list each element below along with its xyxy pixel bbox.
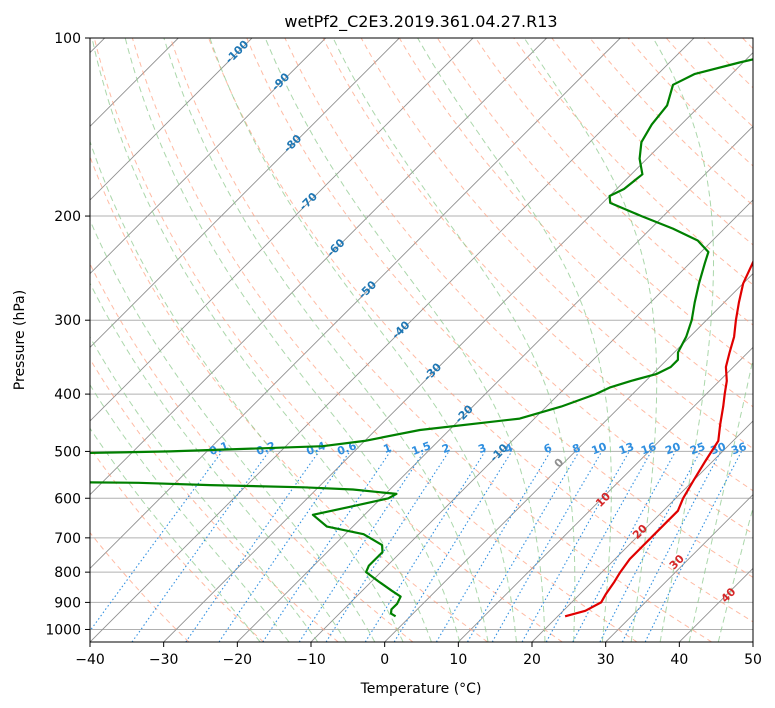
moist-adiabat [523, 38, 658, 642]
mixing-ratio-label: 3 [476, 441, 488, 456]
dry-adiabat [398, 38, 753, 408]
moist-adiabat [688, 356, 753, 642]
y-tick-label: 200 [54, 209, 81, 225]
moist-adiabat [124, 38, 461, 642]
y-tick-label: 600 [54, 491, 81, 507]
mixing-ratio-label: 1.5 [410, 439, 433, 458]
moist-adiabat [90, 336, 319, 642]
isotherm-line [90, 38, 621, 569]
y-tick-label: 100 [54, 31, 81, 47]
dewpoint-line [90, 58, 753, 618]
dry-adiabat [208, 38, 753, 623]
mixing-ratio-line [572, 451, 676, 642]
moist-adiabat [209, 38, 517, 642]
chart-title: wetPf2_C2E3.2019.361.04.27.R13 [284, 12, 557, 32]
isotherm-line [531, 420, 753, 642]
plot-frame [89, 37, 754, 643]
sounding-series [90, 58, 753, 618]
moist-adiabat [91, 38, 432, 642]
mixing-ratio-label: 36 [730, 440, 749, 458]
moist-adiabat [652, 38, 714, 642]
dry-adiabat [436, 38, 753, 367]
mixing-ratio-label: 16 [639, 440, 658, 458]
y-axis-ticks: 100 200 300 400 500 600 700 800 900 1000 [45, 31, 90, 638]
moist-adiabat [163, 38, 489, 642]
mixing-ratio-label: 4 [503, 441, 515, 456]
moist-adiabat [90, 282, 347, 642]
mixing-ratio-label: 1 [382, 441, 394, 456]
dry-adiabat [246, 38, 753, 578]
x-tick-label: −40 [75, 652, 105, 668]
mixing-ratio-line [521, 451, 630, 642]
x-tick-label: 10 [449, 652, 467, 668]
x-tick-label: −30 [149, 652, 179, 668]
moist-adiabat [90, 427, 261, 642]
plot-area: -100-90-80-70-60-50-40-30-20-10 0.1 0.2 0.… [90, 38, 753, 642]
isotherm-line [90, 38, 695, 642]
isotherm-line [90, 38, 474, 422]
mixing-ratio-line [393, 451, 513, 642]
mixing-ratio-label: 6 [542, 441, 554, 456]
x-tick-label: 50 [744, 652, 762, 668]
isotherm-line [90, 38, 547, 496]
mixing-ratio-line [545, 451, 652, 642]
isotherm-line [90, 38, 400, 348]
isotherm-line [458, 346, 753, 642]
y-axis-label: Pressure (hPa) [12, 290, 28, 390]
y-tick-label: 800 [54, 565, 81, 581]
background-lines [90, 38, 753, 642]
mixing-ratio-label: 10 [590, 440, 609, 458]
isotherm-line [163, 52, 753, 642]
dry-adiabat [131, 38, 638, 642]
x-tick-label: 20 [523, 652, 541, 668]
y-tick-label: 700 [54, 531, 81, 547]
dry-adiabat [93, 38, 563, 642]
isotherm-line [384, 273, 753, 642]
x-axis-ticks: −40 −30 −20 −10 0 10 20 30 40 50 [75, 642, 762, 668]
mixing-ratio-line [90, 451, 223, 632]
moist-adiabat [90, 383, 290, 642]
y-tick-label: 1000 [45, 622, 81, 638]
dry-adiabat [322, 38, 753, 492]
x-tick-label: 30 [597, 652, 615, 668]
mixing-ratio-label: 20 [663, 440, 682, 458]
dry-adiabat [90, 262, 414, 642]
mixing-ratio-label: 0.4 [305, 439, 328, 458]
mixing-ratio-line [218, 451, 351, 642]
mixing-ratio-line [435, 451, 552, 642]
moist-adiabat [332, 38, 576, 642]
mixing-ratio-label: 30 [709, 440, 728, 458]
mixing-ratio-line [325, 451, 450, 642]
dry-adiabat [90, 531, 190, 642]
mixing-ratio-label: 25 [688, 440, 707, 457]
temperature-line [564, 259, 753, 618]
x-axis-label: Temperature (°C) [360, 681, 482, 697]
y-tick-label: 400 [54, 387, 81, 403]
x-tick-label: 40 [670, 652, 688, 668]
mixing-ratio-line [491, 451, 603, 642]
y-tick-label: 300 [54, 313, 81, 329]
mixing-ratio-line [364, 451, 486, 642]
dry-adiabat [90, 358, 339, 642]
moist-adiabat [417, 38, 612, 642]
moist-adiabat [264, 38, 546, 642]
x-tick-label: 0 [380, 652, 389, 668]
isotherm-line [605, 494, 753, 642]
mixing-ratio-line [131, 451, 270, 642]
isotherm-line [90, 38, 253, 201]
mixing-ratio-label: 2 [440, 441, 452, 456]
mixing-ratio-line [467, 451, 580, 642]
mixing-ratio-label: 8 [571, 441, 583, 456]
mixing-ratio-label: 13 [617, 440, 636, 457]
x-tick-label: −20 [223, 652, 253, 668]
y-tick-label: 900 [54, 595, 81, 611]
isotherm-line [90, 38, 326, 275]
moist-adiabat [717, 506, 753, 642]
y-tick-label: 500 [54, 444, 81, 460]
dry-adiabat [360, 38, 753, 450]
x-tick-label: −10 [296, 652, 326, 668]
isotherm-line [237, 125, 753, 642]
